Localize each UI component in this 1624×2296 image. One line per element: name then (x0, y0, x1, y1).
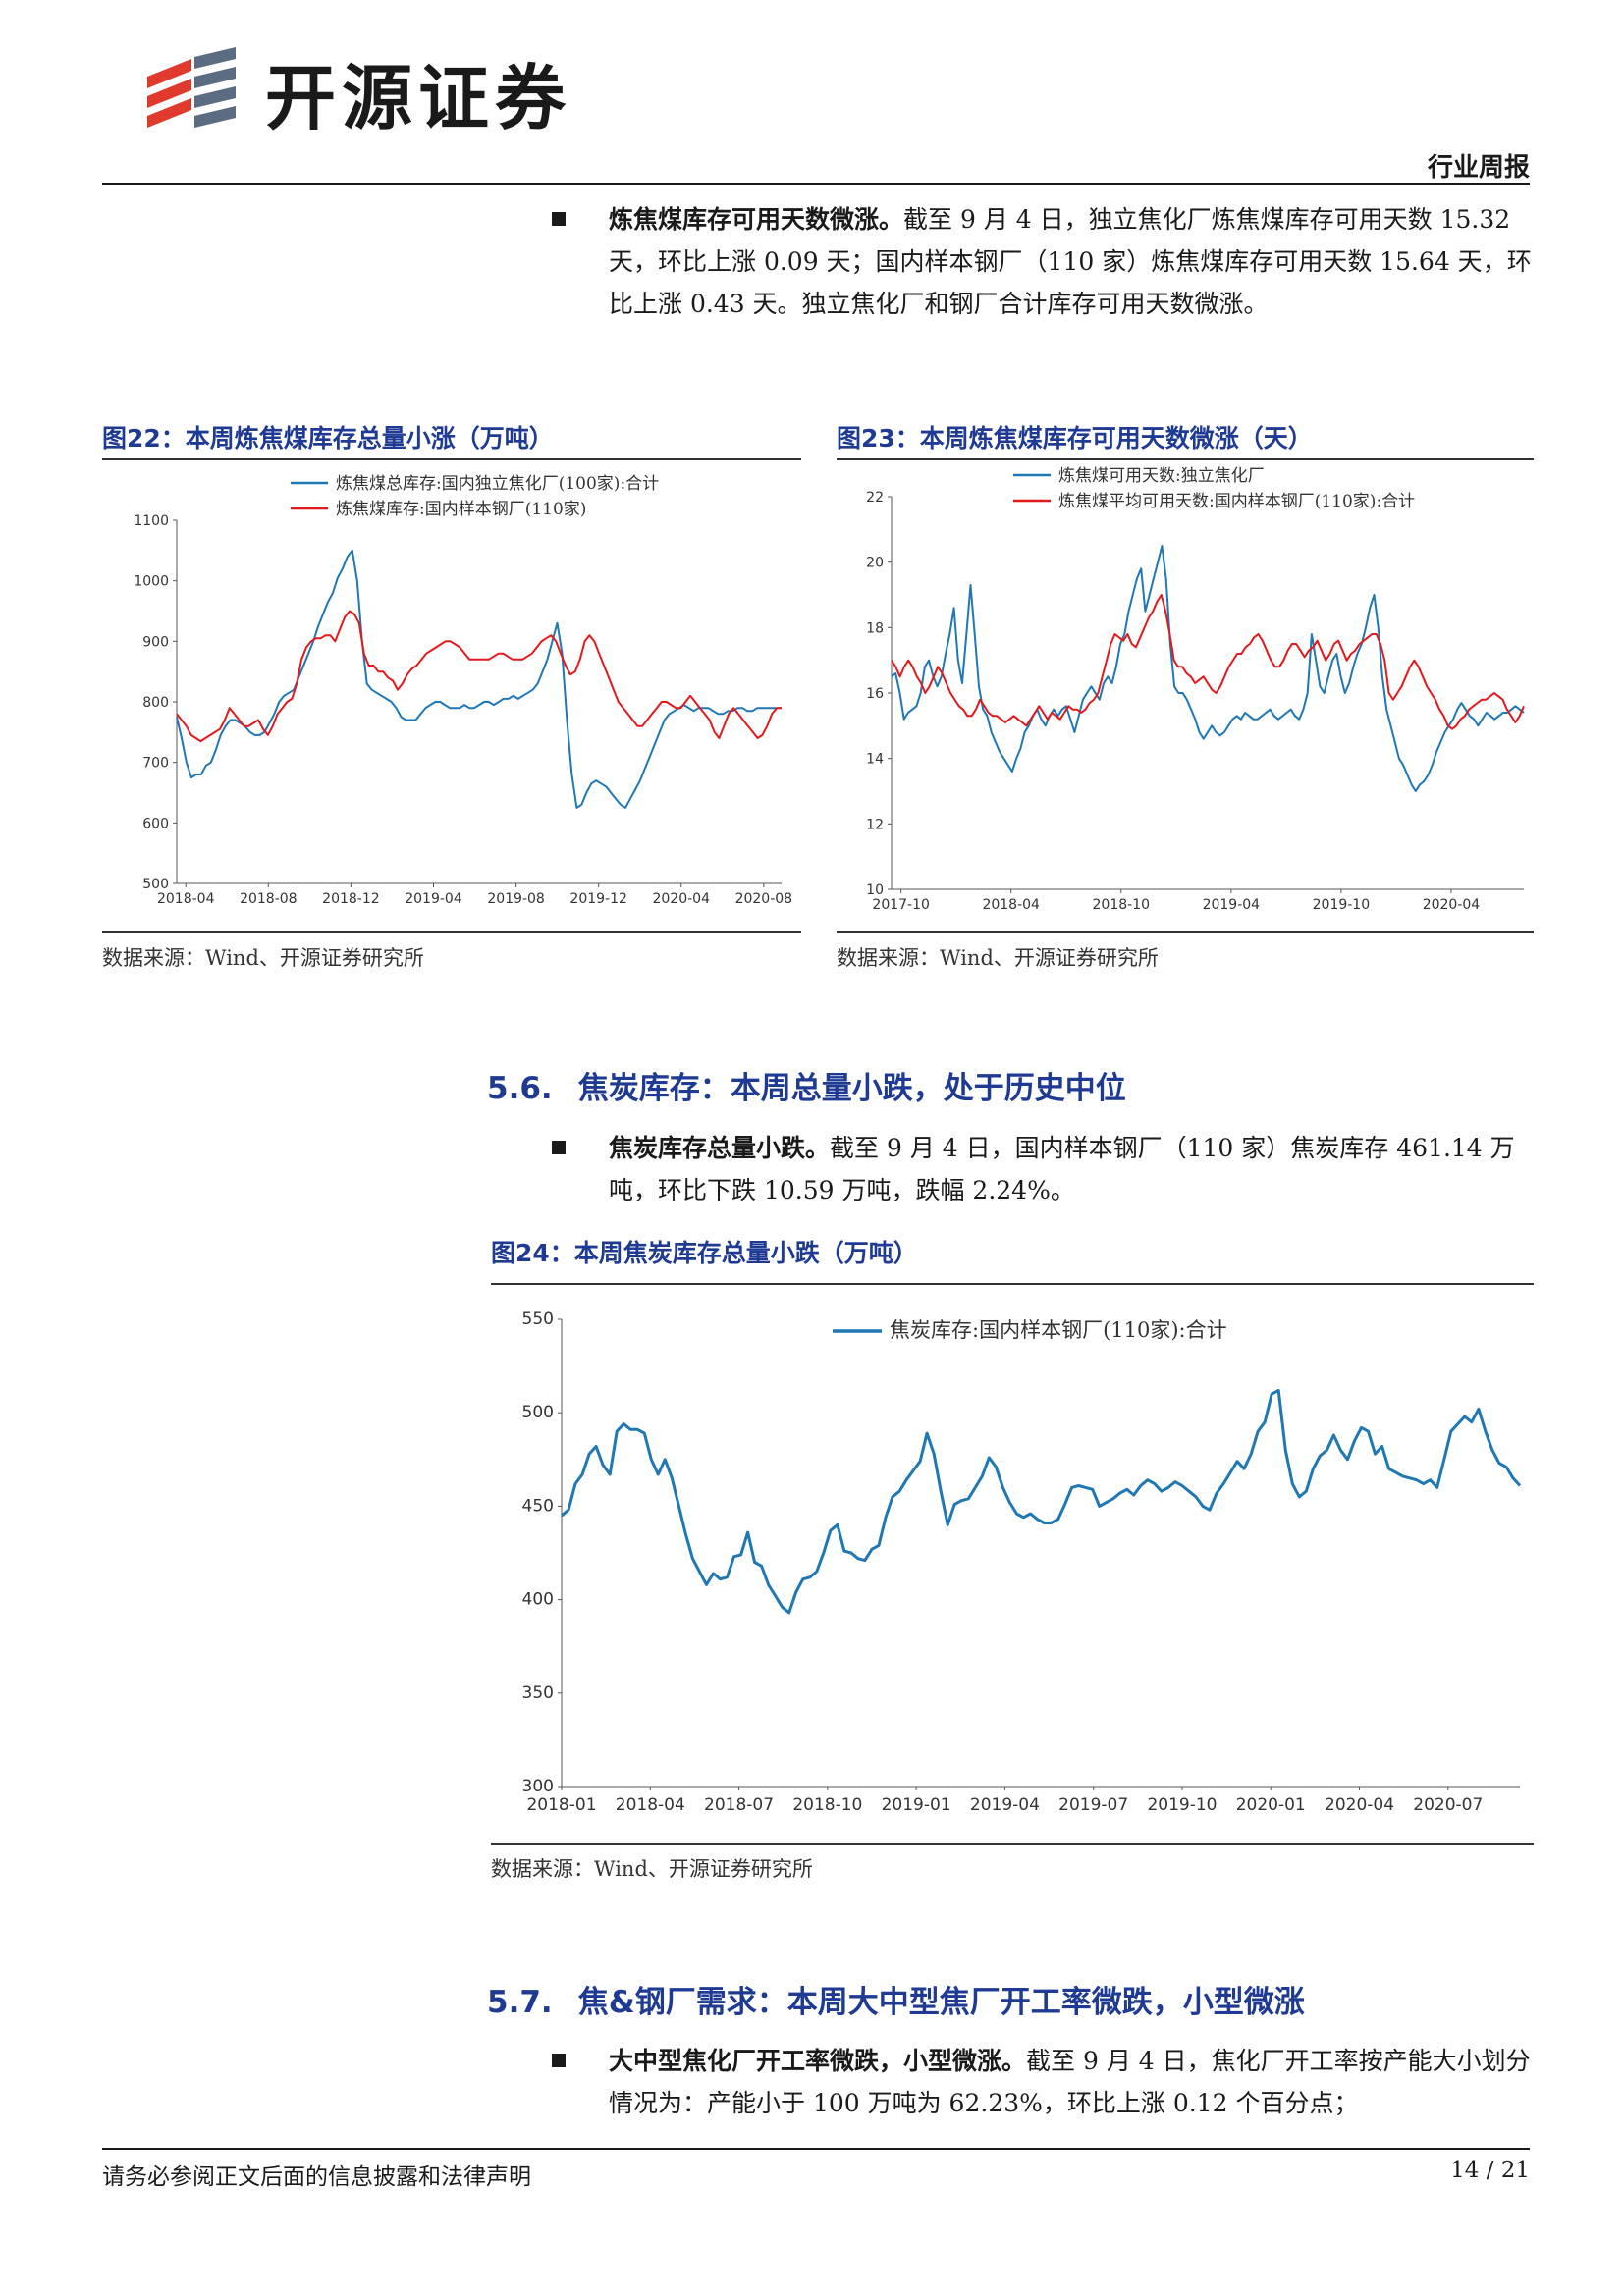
x-tick-label: 2018-04 (157, 891, 215, 907)
y-tick-label: 450 (522, 1496, 554, 1516)
legend-label: 炼焦煤库存:国内样本钢厂(110家) (336, 500, 586, 519)
x-tick-label: 2017-10 (872, 897, 930, 913)
y-tick-label: 500 (522, 1403, 554, 1422)
y-tick-label: 400 (522, 1590, 554, 1610)
header-rule (102, 183, 1530, 185)
figure-23-top-rule (837, 458, 1534, 460)
y-tick-label: 550 (522, 1309, 554, 1329)
y-tick-label: 14 (866, 752, 884, 768)
x-tick-label: 2020-07 (1413, 1795, 1483, 1815)
y-tick-label: 16 (866, 686, 884, 702)
brand-name: 开源证券 (265, 57, 572, 139)
bullet-square-icon (552, 1141, 566, 1154)
y-tick-label: 22 (866, 490, 884, 506)
y-tick-label: 10 (866, 882, 884, 898)
figure-24-bottom-rule (491, 1843, 1534, 1845)
page-number: 14 / 21 (1450, 2158, 1530, 2183)
paragraph-text: 截至 9 月 4 日，独立焦化厂炼焦煤库存可用天数 15.32 天，环比上涨 0… (609, 205, 1532, 318)
y-tick-label: 20 (866, 556, 884, 571)
brand-mark-icon (147, 47, 236, 128)
x-tick-label: 2018-10 (792, 1795, 862, 1815)
x-tick-label: 2019-04 (970, 1795, 1040, 1815)
paragraph-text: 截至 9 月 4 日，国内样本钢厂（110 家）焦炭库存 461.14 万吨，环… (609, 1134, 1515, 1204)
x-tick-label: 2019-04 (405, 891, 462, 907)
figure-22-chart: 500 600 700 800 900 1000 1100 2018-04 2018-08 201… (134, 474, 793, 907)
section-title: 焦炭库存：本周总量小跌，处于历史中位 (577, 1071, 1126, 1106)
x-tick-label: 2018-07 (704, 1795, 774, 1815)
footer-disclaimer: 请务必参阅正文后面的信息披露和法律声明 (102, 2164, 531, 2190)
series-line-2 (176, 610, 782, 743)
figure-24-title: 图24：本周焦炭库存总量小跌（万吨） (491, 1239, 918, 1267)
legend-label: 炼焦煤总库存:国内独立焦化厂(100家):合计 (336, 474, 659, 494)
bullet-paragraph-coking-utilization: 大中型焦化厂开工率微跌，小型微涨。截至 9 月 4 日，焦化厂开工率按产能大小划… (552, 2040, 1532, 2124)
footer-rule (102, 2148, 1530, 2150)
series-line-2 (891, 594, 1525, 730)
section-title: 焦&钢厂需求：本周大中型焦厂开工率微跌，小型微涨 (577, 1985, 1305, 2020)
section-5-6-heading: 5.6. 焦炭库存：本周总量小跌，处于历史中位 (487, 1063, 1126, 1107)
bullet-paragraph-coking-coal-days: 炼焦煤库存可用天数微涨。截至 9 月 4 日，独立焦化厂炼焦煤库存可用天数 15… (552, 198, 1532, 325)
figure-22-bottom-rule (102, 931, 801, 933)
figure-24-top-rule (491, 1283, 1534, 1285)
series-line-1 (561, 1388, 1522, 1615)
figure-22-source: 数据来源：Wind、开源证券研究所 (102, 946, 424, 970)
x-tick-label: 2018-12 (322, 891, 380, 907)
paragraph-lead: 大中型焦化厂开工率微跌，小型微涨。 (609, 2047, 1027, 2075)
bullet-paragraph-coke-inventory: 焦炭库存总量小跌。截至 9 月 4 日，国内样本钢厂（110 家）焦炭库存 46… (552, 1127, 1532, 1211)
figure-23-chart: 10 12 14 16 18 20 22 2017-10 2018-04 2018-10 2019-… (866, 466, 1525, 913)
series-line-1 (176, 549, 782, 809)
y-tick-label: 1000 (134, 574, 169, 590)
x-tick-label: 2018-10 (1093, 897, 1151, 913)
bullet-square-icon (552, 2054, 566, 2067)
x-tick-label: 2020-04 (1325, 1795, 1394, 1815)
figure-23-source: 数据来源：Wind、开源证券研究所 (837, 946, 1159, 970)
x-tick-label: 2019-01 (882, 1795, 951, 1815)
paragraph-text: 截至 9 月 4 日，焦化厂开工率按产能大小划分情况为：产能小于 100 万吨为… (609, 2047, 1531, 2117)
x-tick-label: 2020-04 (652, 891, 710, 907)
x-tick-label: 2019-12 (569, 891, 627, 907)
x-tick-label: 2020-01 (1236, 1795, 1306, 1815)
section-number: 5.7. (487, 1985, 553, 2020)
x-tick-label: 2019-07 (1058, 1795, 1128, 1815)
brand-logo: 开源证券 (137, 47, 609, 145)
figure-22-title: 图22：本周炼焦煤库存总量小涨（万吨） (102, 424, 554, 453)
x-tick-label: 2020-04 (1423, 897, 1481, 913)
y-tick-label: 700 (142, 756, 169, 772)
y-tick-label: 1100 (134, 513, 169, 529)
legend-label: 炼焦煤平均可用天数:国内样本钢厂(110家):合计 (1058, 492, 1415, 511)
figure-24-chart: 300 350 400 450 500 550 2018-01 2018-04 2018-07 2… (522, 1309, 1522, 1815)
x-tick-label: 2018-04 (982, 897, 1040, 913)
section-number: 5.6. (487, 1071, 553, 1106)
section-5-7-heading: 5.7. 焦&钢厂需求：本周大中型焦厂开工率微跌，小型微涨 (487, 1977, 1305, 2021)
x-tick-label: 2020-08 (735, 891, 793, 907)
series-line-1 (891, 545, 1525, 792)
y-tick-label: 900 (142, 634, 169, 650)
x-tick-label: 2018-01 (526, 1795, 596, 1815)
paragraph-lead: 焦炭库存总量小跌。 (609, 1134, 831, 1162)
figure-23-bottom-rule (837, 931, 1534, 933)
y-tick-label: 800 (142, 695, 169, 711)
x-tick-label: 2018-08 (240, 891, 298, 907)
x-tick-label: 2019-10 (1147, 1795, 1217, 1815)
legend-label: 炼焦煤可用天数:独立焦化厂 (1058, 466, 1265, 486)
figure-24-source: 数据来源：Wind、开源证券研究所 (491, 1857, 813, 1881)
bullet-square-icon (552, 212, 566, 226)
x-tick-label: 2019-04 (1203, 897, 1261, 913)
paragraph-lead: 炼焦煤库存可用天数微涨。 (609, 205, 904, 234)
y-tick-label: 350 (522, 1683, 554, 1703)
y-tick-label: 300 (522, 1777, 554, 1796)
figure-23-title: 图23：本周炼焦煤库存可用天数微涨（天） (837, 424, 1313, 453)
x-tick-label: 2019-08 (487, 891, 545, 907)
x-tick-label: 2019-10 (1313, 897, 1371, 913)
figure-22-top-rule (102, 458, 801, 460)
x-tick-label: 2018-04 (616, 1795, 685, 1815)
report-type: 行业周报 (1427, 153, 1530, 183)
y-tick-label: 12 (866, 817, 884, 832)
y-tick-label: 500 (142, 877, 169, 892)
legend-label: 焦炭库存:国内样本钢厂(110家):合计 (890, 1318, 1227, 1342)
y-tick-label: 18 (866, 620, 884, 636)
y-tick-label: 600 (142, 816, 169, 831)
